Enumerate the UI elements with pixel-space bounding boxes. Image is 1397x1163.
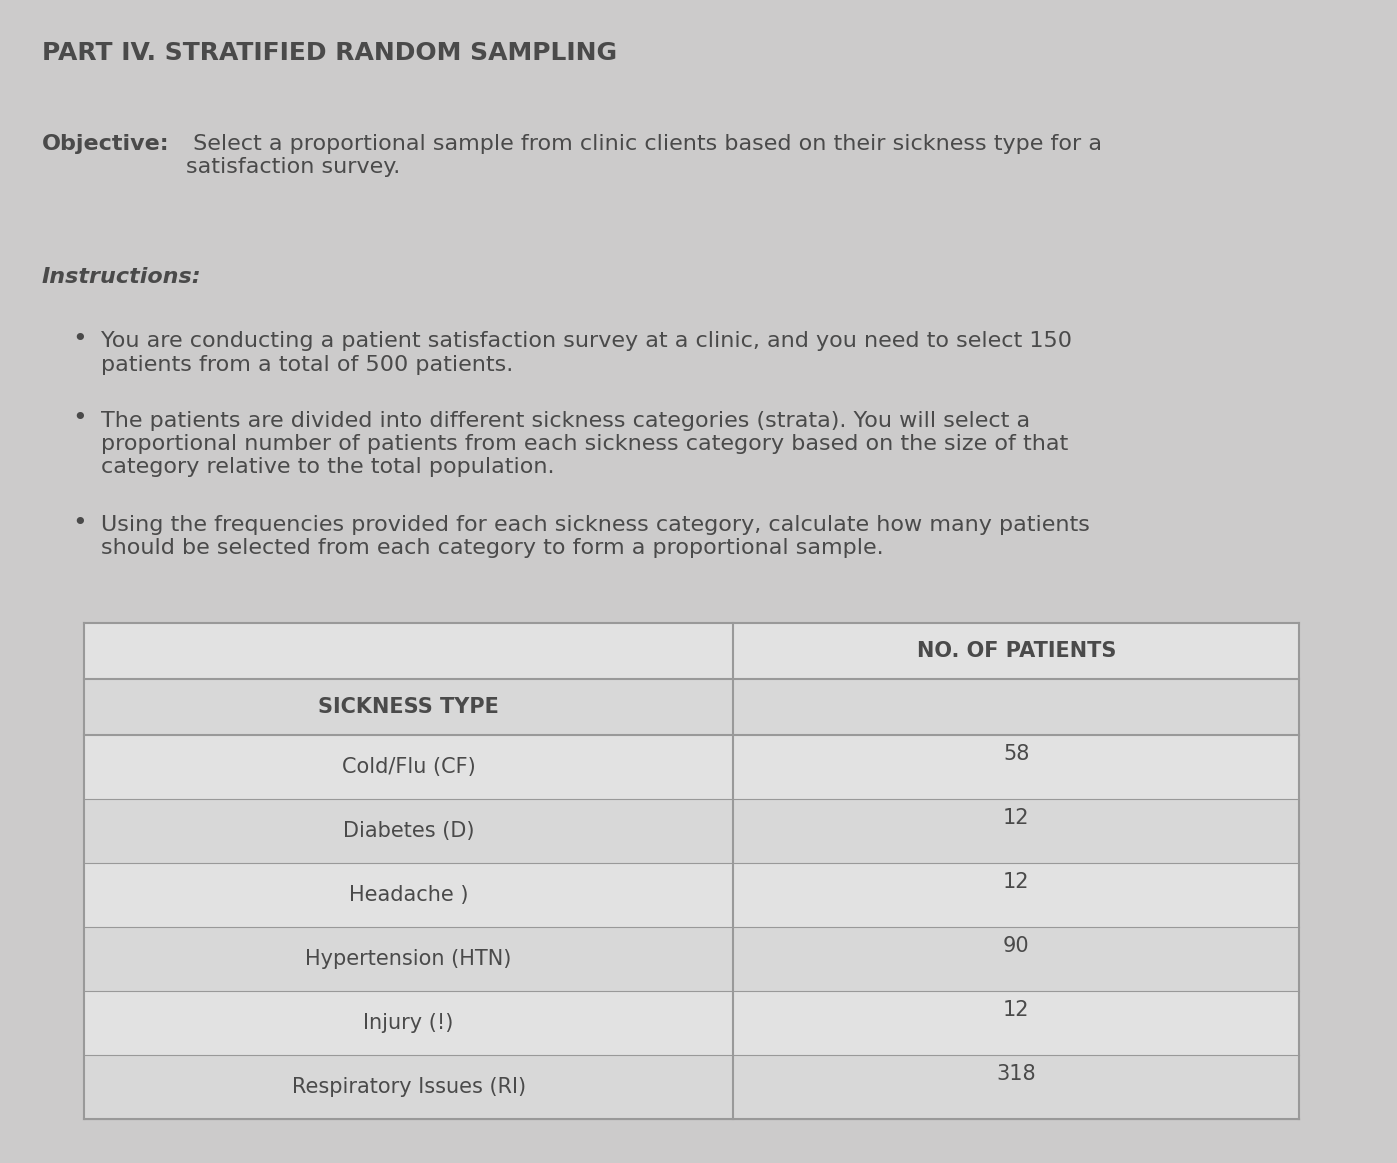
Text: NO. OF PATIENTS: NO. OF PATIENTS xyxy=(916,641,1116,662)
Text: SICKNESS TYPE: SICKNESS TYPE xyxy=(319,697,499,718)
Text: Injury (!): Injury (!) xyxy=(363,1013,454,1033)
Bar xyxy=(84,735,1299,799)
Bar xyxy=(84,991,1299,1055)
Text: Select a proportional sample from clinic clients based on their sickness type fo: Select a proportional sample from clinic… xyxy=(186,134,1102,177)
Text: •: • xyxy=(73,327,88,351)
Text: Hypertension (HTN): Hypertension (HTN) xyxy=(306,949,511,969)
Text: 58: 58 xyxy=(1003,744,1030,764)
Text: Using the frequencies provided for each sickness category, calculate how many pa: Using the frequencies provided for each … xyxy=(101,515,1090,558)
Text: Instructions:: Instructions: xyxy=(42,267,201,287)
Bar xyxy=(84,1055,1299,1119)
Text: 12: 12 xyxy=(1003,872,1030,892)
Text: 90: 90 xyxy=(1003,936,1030,956)
Bar xyxy=(84,927,1299,991)
Text: Diabetes (D): Diabetes (D) xyxy=(342,821,475,841)
Text: •: • xyxy=(73,1161,88,1163)
Text: Objective:: Objective: xyxy=(42,134,169,154)
Text: PART IV. STRATIFIED RANDOM SAMPLING: PART IV. STRATIFIED RANDOM SAMPLING xyxy=(42,41,617,65)
Text: 318: 318 xyxy=(996,1064,1037,1084)
Bar xyxy=(84,623,1299,1119)
Text: Headache ): Headache ) xyxy=(349,885,468,905)
Text: Respiratory Issues (RI): Respiratory Issues (RI) xyxy=(292,1077,525,1097)
Text: 12: 12 xyxy=(1003,1000,1030,1020)
Text: •: • xyxy=(73,406,88,430)
Text: •: • xyxy=(73,511,88,535)
Text: Cold/Flu (CF): Cold/Flu (CF) xyxy=(342,757,475,777)
Text: 12: 12 xyxy=(1003,808,1030,828)
Bar xyxy=(84,863,1299,927)
Text: The patients are divided into different sickness categories (strata). You will s: The patients are divided into different … xyxy=(101,411,1067,477)
Text: You are conducting a patient satisfaction survey at a clinic, and you need to se: You are conducting a patient satisfactio… xyxy=(101,331,1071,374)
Bar xyxy=(84,679,1299,735)
Bar xyxy=(84,799,1299,863)
